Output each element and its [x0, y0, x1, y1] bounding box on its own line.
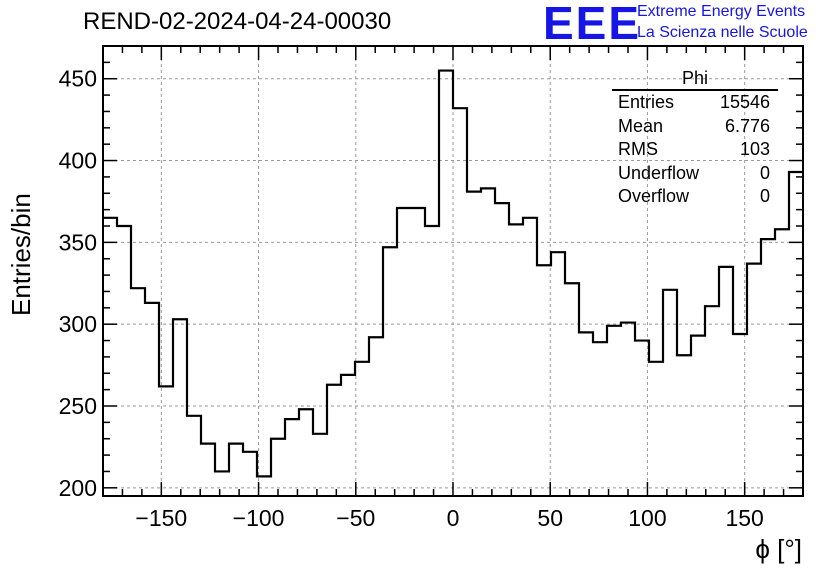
- y-tick-label: 400: [59, 148, 97, 174]
- stats-row-underflow: Underflow 0: [612, 162, 778, 186]
- stats-box: Phi Entries 15546 Mean 6.776 RMS 103 Und…: [612, 68, 778, 209]
- stats-label: RMS: [618, 139, 658, 159]
- x-tick-label: 100: [628, 505, 666, 531]
- histogram-line: [103, 69, 803, 478]
- x-tick-label: −50: [336, 505, 375, 531]
- stats-label: Mean: [618, 115, 664, 136]
- stats-title: Phi: [612, 68, 778, 91]
- stats-label: Overflow: [618, 186, 690, 206]
- x-tick-label: 150: [725, 505, 763, 531]
- plot-frame: [102, 45, 804, 497]
- tick-labels: −150 −100 −50 0 50 100 150 200 250 300 350 400 450: [59, 66, 764, 531]
- y-tick-label: 350: [59, 229, 97, 255]
- x-tick-label: −150: [135, 505, 187, 531]
- stats-label: Entries: [618, 92, 675, 112]
- stats-row-overflow: Overflow 0: [612, 185, 778, 209]
- stats-value: 6.776: [724, 115, 770, 136]
- stats-value: 103: [739, 139, 770, 159]
- stats-value: 15546: [719, 92, 770, 112]
- chart-title: REND-02-2024-04-24-00030: [83, 8, 392, 35]
- stats-value: 0: [759, 186, 770, 206]
- y-axis-label: Entries/bin: [6, 193, 36, 316]
- stats-row-rms: RMS 103: [612, 138, 778, 162]
- y-tick-label: 450: [59, 66, 97, 92]
- y-tick-label: 250: [59, 393, 97, 419]
- eee-logo: EEE: [543, 0, 642, 49]
- logo-subtitle-2: La Scienza nelle Scuole: [637, 24, 808, 41]
- stats-row-entries: Entries 15546: [612, 91, 778, 115]
- x-axis-label: ϕ [°]: [755, 534, 802, 564]
- y-tick-label: 200: [59, 475, 97, 501]
- x-tick-label: −100: [233, 505, 285, 531]
- logo-subtitle-1: Extreme Energy Events: [637, 3, 806, 20]
- x-tick-label: 0: [447, 505, 460, 531]
- stats-label: Underflow: [618, 162, 700, 183]
- y-tick-label: 300: [59, 311, 97, 337]
- stats-value: 0: [759, 162, 770, 183]
- x-tick-label: 50: [537, 505, 563, 531]
- stats-row-mean: Mean 6.776: [612, 115, 778, 139]
